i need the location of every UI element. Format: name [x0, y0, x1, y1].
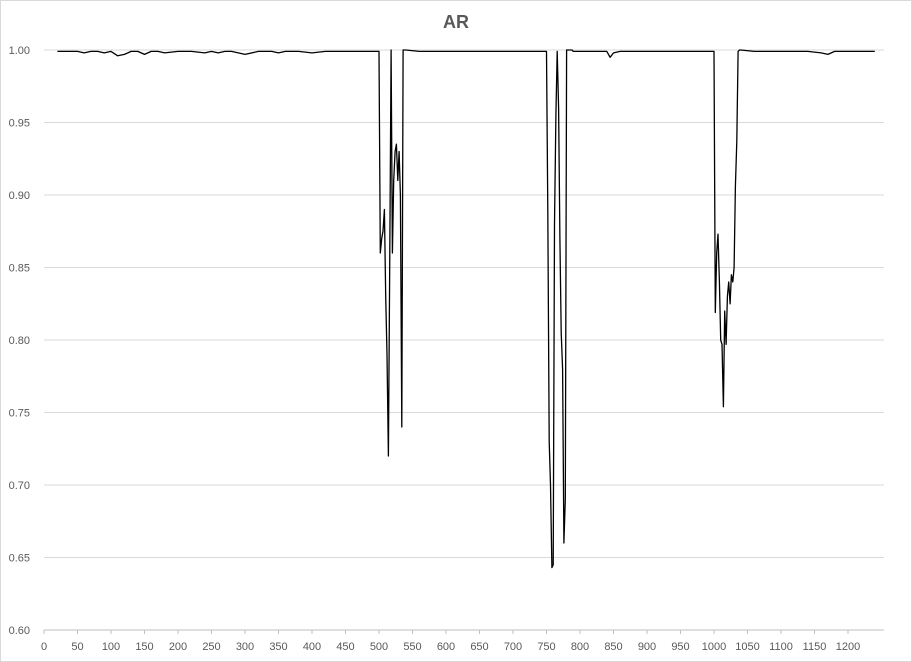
y-tick-label: 0.60: [9, 625, 30, 637]
x-tick-label: 300: [236, 641, 254, 653]
x-tick-label: 750: [537, 641, 555, 653]
y-tick-label: 0.80: [9, 335, 30, 347]
x-tick-label: 650: [470, 641, 488, 653]
y-tick-label: 0.65: [9, 553, 30, 565]
y-tick-label: 0.75: [9, 408, 30, 420]
x-tick-label: 450: [336, 641, 354, 653]
x-tick-label: 150: [135, 641, 153, 653]
x-tick-label: 850: [604, 641, 622, 653]
x-tick-label: 1100: [769, 641, 793, 653]
y-tick-label: 1.00: [9, 45, 30, 57]
x-tick-label: 950: [671, 641, 689, 653]
x-tick-label: 200: [169, 641, 187, 653]
x-tick-label: 500: [370, 641, 388, 653]
x-tick-label: 0: [41, 641, 47, 653]
x-tick-label: 1050: [735, 641, 759, 653]
x-tick-label: 700: [504, 641, 522, 653]
x-tick-label: 100: [102, 641, 120, 653]
x-tick-label: 550: [403, 641, 421, 653]
y-tick-label: 0.70: [9, 480, 30, 492]
y-tick-label: 0.90: [9, 190, 30, 202]
x-tick-label: 1200: [836, 641, 860, 653]
x-tick-label: 50: [71, 641, 83, 653]
x-tick-label: 350: [269, 641, 287, 653]
y-tick-label: 0.95: [9, 118, 30, 130]
x-tick-label: 1150: [803, 641, 827, 653]
series-line: [57, 49, 875, 569]
x-tick-label: 600: [437, 641, 455, 653]
x-tick-label: 1000: [702, 641, 726, 653]
y-tick-label: 0.85: [9, 263, 30, 275]
x-tick-label: 250: [202, 641, 220, 653]
x-tick-label: 400: [303, 641, 321, 653]
x-tick-label: 900: [638, 641, 656, 653]
x-tick-label: 800: [571, 641, 589, 653]
chart-title: AR: [443, 12, 469, 32]
